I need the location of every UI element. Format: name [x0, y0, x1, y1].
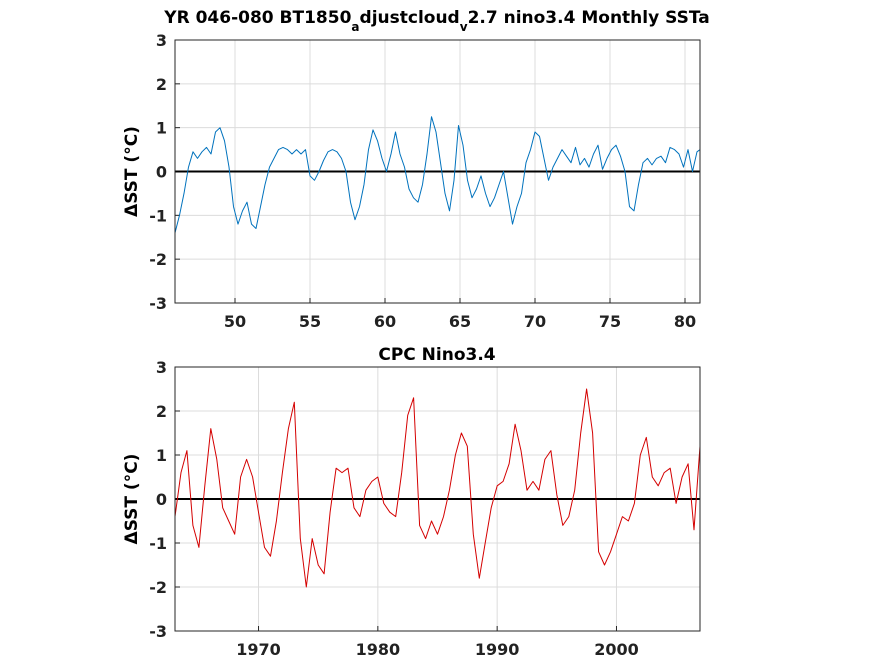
bottom-data-series: [174, 388, 701, 588]
bot-y-tick-label: 1: [156, 446, 167, 465]
bot-series-line-0: [174, 388, 701, 588]
panel-bottom-chart: CPC Nino3.4 1970 1980 1990 2000 -3-2-10123 …: [122, 345, 701, 656]
bottom-y-tick-labels: -3 -2 -1 0 1 2 3: [149, 358, 167, 641]
top-y-tick-label: 1: [156, 119, 167, 138]
bottom-y-axis-label: ΔSST (°C): [122, 454, 142, 545]
top-plot-frame: [174, 39, 701, 304]
bottom-plot-frame: [174, 366, 701, 632]
top-y-tick-label: -1: [149, 206, 167, 225]
top-x-tick-label: 55: [299, 312, 321, 331]
top-series-line-0: [174, 116, 701, 234]
panel-top-chart: YR 046-080 BT1850adjustcloudv2.7 nino3.4…: [122, 8, 710, 331]
top-y-tick-label: -3: [149, 294, 167, 313]
bottom-chart-title: CPC Nino3.4: [378, 345, 495, 365]
top-y-tick-label: 3: [156, 31, 167, 50]
top-y-axis-label: ΔSST (°C): [122, 126, 142, 217]
bot-y-tick-label: -1: [149, 534, 167, 553]
top-chart-title: YR 046-080 BT1850adjustcloudv2.7 nino3.4…: [163, 8, 709, 34]
top-x-tick-label: 70: [524, 312, 546, 331]
bot-y-tick-label: 2: [156, 402, 167, 421]
top-x-tick-labels: 50 55 60 65 70 75 80: [224, 312, 696, 331]
top-x-tick-label: 80: [674, 312, 696, 331]
top-data-series: [174, 116, 701, 234]
top-y-tick-label: 0: [156, 163, 167, 182]
bot-x-tick-label: 2000: [594, 640, 639, 656]
top-x-tick-label: 65: [449, 312, 471, 331]
bot-y-tick-label: -3: [149, 622, 167, 641]
top-y-tick-label: -2: [149, 250, 167, 269]
bot-y-tick-label: -2: [149, 578, 167, 597]
top-x-tick-label: 75: [599, 312, 621, 331]
top-x-tick-label: 50: [224, 312, 246, 331]
bot-y-tick-label: 3: [156, 358, 167, 377]
top-y-tick-labels: -3 -2 -1 0 1 2 3: [149, 31, 167, 313]
top-y-tick-label: 2: [156, 75, 167, 94]
top-x-tick-label: 60: [374, 312, 396, 331]
bot-x-tick-label: 1990: [475, 640, 520, 656]
bot-x-tick-label: 1980: [356, 640, 401, 656]
bot-x-tick-label: 1970: [236, 640, 281, 656]
bot-y-tick-label: 0: [156, 490, 167, 509]
bottom-x-tick-labels: 1970 1980 1990 2000: [236, 640, 638, 656]
